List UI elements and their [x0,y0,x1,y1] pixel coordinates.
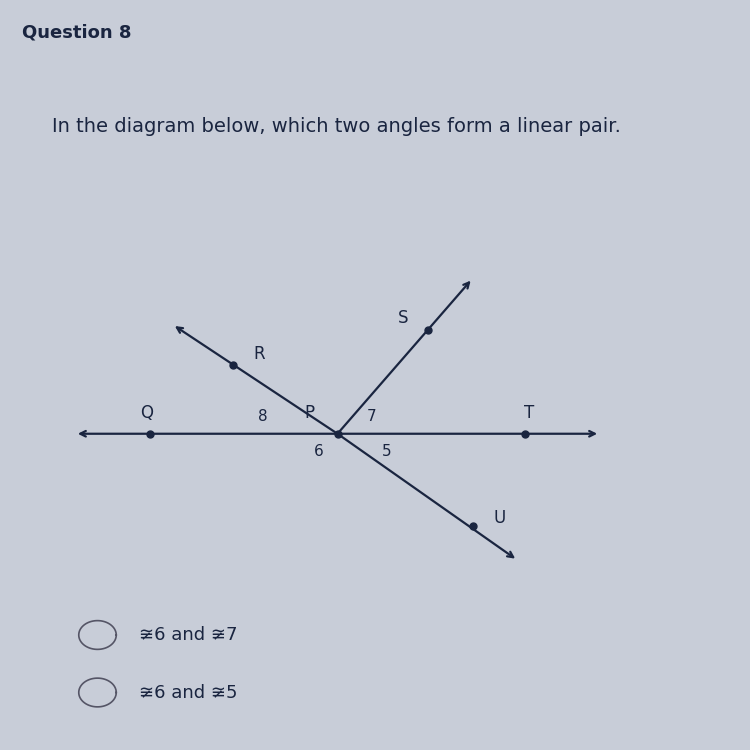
Text: 6: 6 [314,443,324,458]
Text: 8: 8 [258,409,267,424]
Text: 5: 5 [382,443,391,458]
Text: T: T [524,404,534,422]
Text: U: U [494,509,506,526]
Text: ≆6 and ≆7: ≆6 and ≆7 [139,626,237,644]
Text: ≆6 and ≆5: ≆6 and ≆5 [139,683,237,701]
Text: P: P [304,404,314,422]
Text: S: S [398,309,409,327]
Text: In the diagram below, which two angles form a linear pair.: In the diagram below, which two angles f… [53,118,621,136]
Text: R: R [254,345,266,363]
Text: Q: Q [140,404,153,422]
Text: 7: 7 [367,409,376,424]
Text: Question 8: Question 8 [22,24,132,42]
